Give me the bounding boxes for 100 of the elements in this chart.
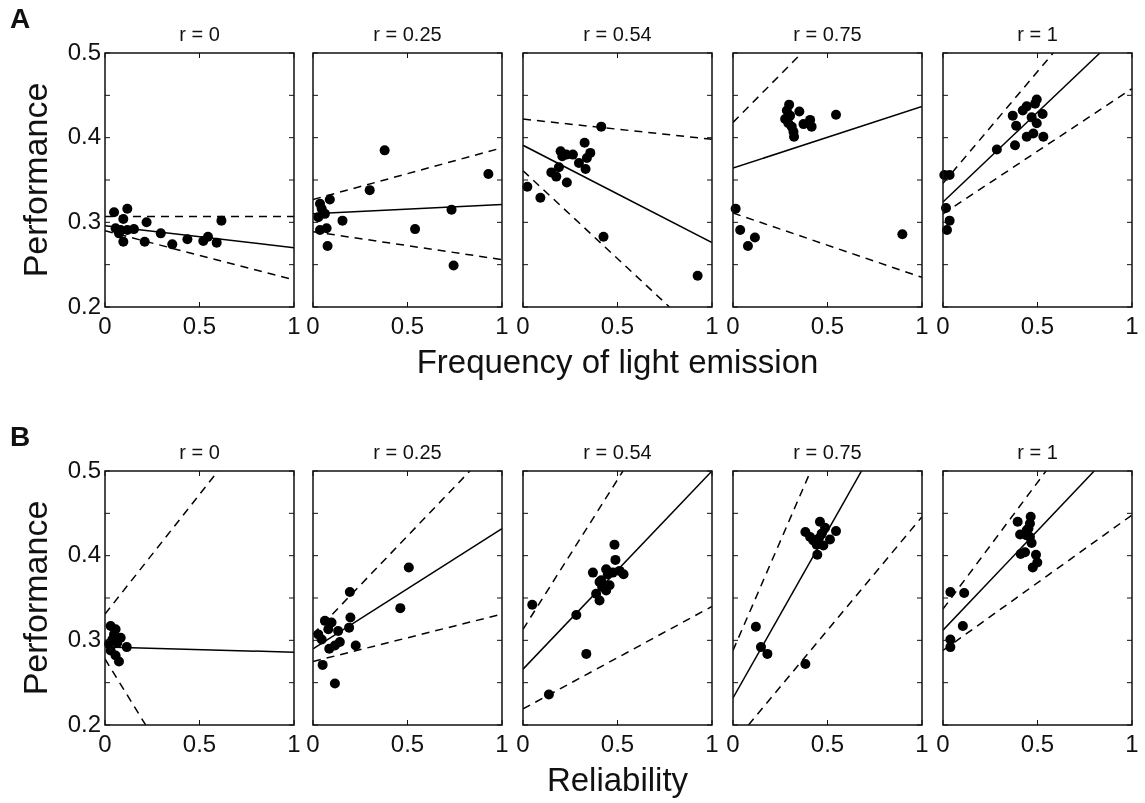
point bbox=[333, 626, 344, 637]
point bbox=[543, 689, 554, 700]
point bbox=[816, 528, 827, 539]
point bbox=[806, 121, 817, 132]
point bbox=[551, 171, 562, 182]
point bbox=[1038, 131, 1049, 142]
point bbox=[594, 595, 605, 606]
point bbox=[610, 554, 621, 565]
point bbox=[535, 192, 546, 203]
y-tick-label: 0.4 bbox=[67, 540, 101, 568]
x-tick-label: 0 bbox=[936, 730, 950, 758]
point bbox=[344, 622, 355, 633]
point bbox=[345, 612, 356, 623]
point bbox=[618, 569, 629, 580]
y-tick-label: 0.5 bbox=[67, 37, 101, 65]
x-tick-label: 1 bbox=[495, 730, 509, 758]
point bbox=[800, 659, 811, 670]
y-tick-label: 0.2 bbox=[67, 709, 101, 737]
point bbox=[448, 260, 459, 271]
chart-title: r = 0.54 bbox=[582, 441, 653, 464]
point bbox=[1026, 537, 1037, 548]
point bbox=[831, 526, 842, 537]
point bbox=[581, 152, 592, 163]
point bbox=[403, 562, 414, 573]
point bbox=[316, 203, 327, 214]
x-tick-label: 1 bbox=[287, 730, 301, 758]
point bbox=[957, 620, 968, 631]
point bbox=[571, 609, 582, 620]
point bbox=[182, 234, 193, 245]
point bbox=[1010, 140, 1021, 151]
x-tick-label: 0 bbox=[306, 312, 320, 340]
chart-title: r = 0.75 bbox=[792, 23, 863, 46]
point bbox=[587, 567, 598, 578]
point bbox=[364, 185, 375, 196]
point bbox=[395, 603, 406, 614]
chart-title: r = 0 bbox=[178, 441, 221, 464]
x-tick-label: 1 bbox=[705, 312, 719, 340]
point bbox=[167, 239, 178, 250]
chart-title: r = 1 bbox=[1016, 441, 1059, 464]
chart-title: r = 0 bbox=[178, 23, 221, 46]
point bbox=[1007, 110, 1018, 121]
chart-title: r = 0.25 bbox=[372, 441, 443, 464]
y-tick-label: 0.2 bbox=[67, 291, 101, 319]
x-tick-label: 1 bbox=[915, 312, 929, 340]
y-tick-label: 0.3 bbox=[67, 206, 101, 234]
point bbox=[141, 217, 152, 228]
point bbox=[991, 144, 1002, 155]
point bbox=[155, 228, 166, 239]
x-tick-label: 1 bbox=[705, 730, 719, 758]
x-tick-label: 0.5 bbox=[810, 312, 845, 340]
point bbox=[598, 231, 609, 242]
chart-title: r = 0.25 bbox=[372, 23, 443, 46]
point bbox=[323, 624, 334, 635]
point bbox=[596, 121, 607, 132]
point bbox=[959, 587, 970, 598]
chart-title: r = 0.54 bbox=[582, 23, 653, 46]
x-tick-label: 0 bbox=[516, 730, 530, 758]
point bbox=[692, 270, 703, 281]
chart-title: r = 1 bbox=[1016, 23, 1059, 46]
point bbox=[334, 637, 345, 648]
text: B bbox=[10, 421, 31, 453]
point bbox=[580, 163, 591, 174]
point bbox=[527, 599, 538, 610]
point bbox=[945, 587, 956, 598]
point bbox=[581, 648, 592, 659]
point bbox=[750, 621, 761, 632]
point bbox=[831, 109, 842, 120]
point bbox=[561, 177, 572, 188]
x-tick-label: 1 bbox=[1125, 730, 1139, 758]
x-tick-label: 0 bbox=[936, 312, 950, 340]
point bbox=[316, 634, 327, 645]
y-tick-label: 0.4 bbox=[67, 122, 101, 150]
point bbox=[139, 236, 150, 247]
x-tick-label: 0 bbox=[306, 730, 320, 758]
point bbox=[762, 648, 773, 659]
point bbox=[553, 162, 564, 173]
point bbox=[324, 194, 335, 205]
point bbox=[122, 203, 133, 214]
point bbox=[216, 215, 227, 226]
point bbox=[211, 237, 222, 248]
point bbox=[321, 223, 332, 234]
point bbox=[1020, 547, 1031, 558]
point bbox=[755, 642, 766, 653]
point bbox=[609, 539, 620, 550]
point bbox=[818, 540, 829, 551]
x-tick-label: 0 bbox=[726, 730, 740, 758]
point bbox=[1037, 108, 1048, 119]
point bbox=[317, 659, 328, 670]
x-axis-title: Reliability bbox=[546, 761, 689, 799]
point bbox=[337, 215, 348, 226]
point bbox=[1011, 120, 1022, 131]
point bbox=[344, 587, 355, 598]
x-axis-title: Frequency of light emission bbox=[416, 343, 819, 381]
point bbox=[203, 231, 214, 242]
point bbox=[322, 241, 333, 252]
x-tick-label: 0.5 bbox=[600, 312, 635, 340]
y-axis-title: Performance bbox=[15, 82, 55, 278]
x-tick-label: 0.5 bbox=[600, 730, 635, 758]
point bbox=[379, 145, 390, 156]
point bbox=[1027, 562, 1038, 573]
